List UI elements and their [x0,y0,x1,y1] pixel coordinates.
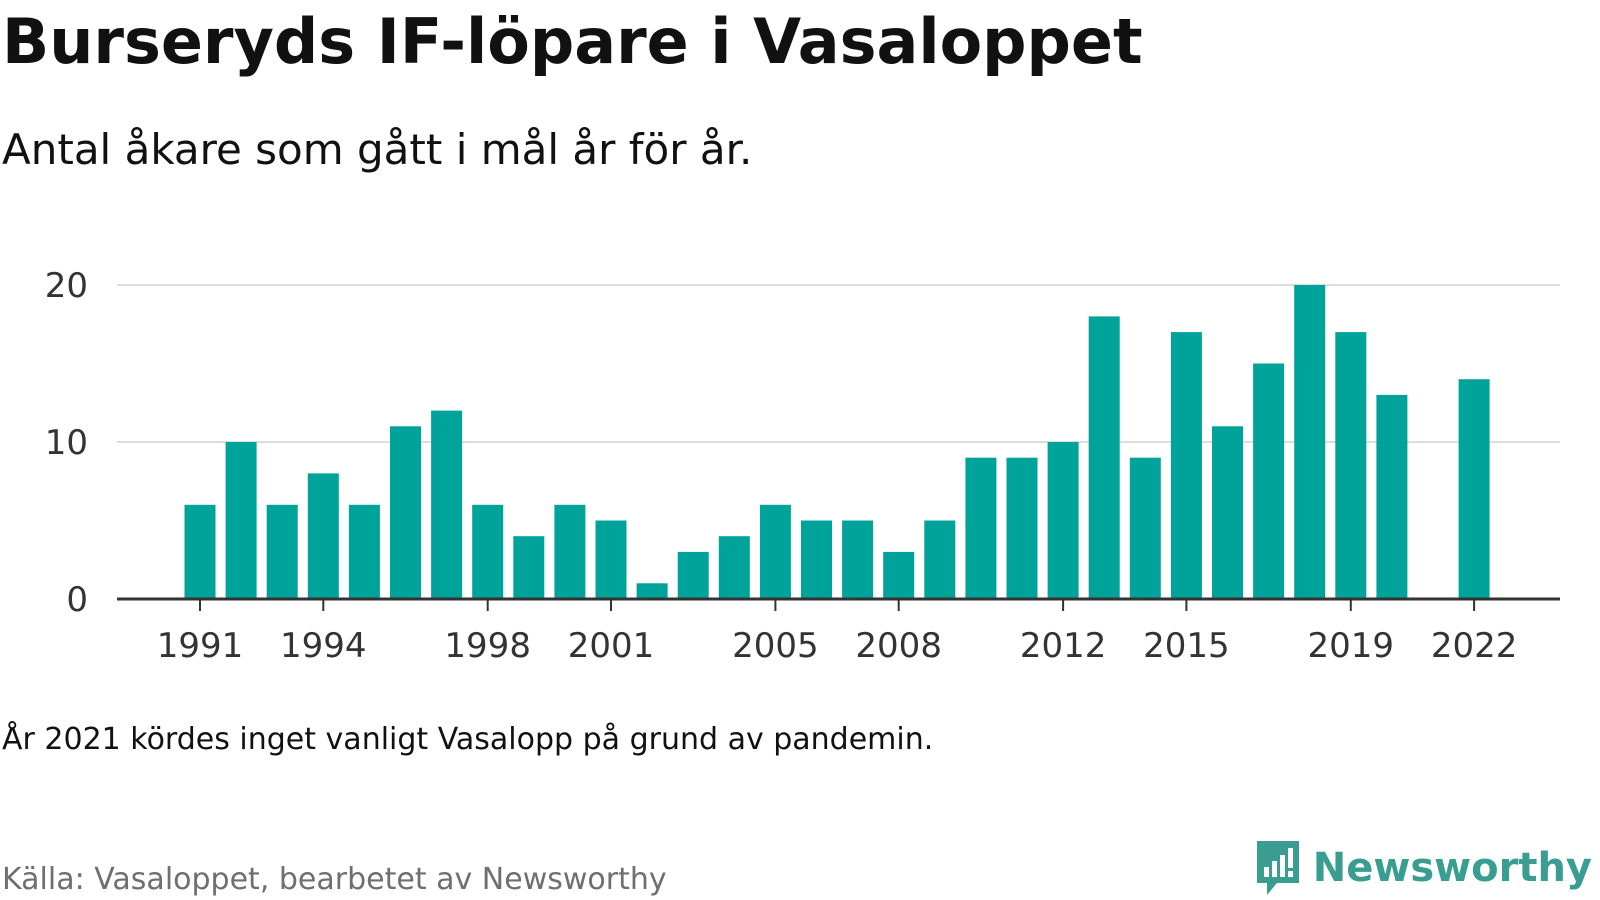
x-tick-label: 2019 [1308,626,1395,666]
bar-2003 [677,551,709,599]
footnote: År 2021 kördes inget vanligt Vasalopp på… [2,722,934,757]
y-tick-label: 0 [66,580,88,620]
bar-2020 [1376,394,1408,599]
bar-2005 [759,504,791,599]
y-tick-label: 10 [45,423,88,463]
bar-2015 [1170,332,1202,599]
x-tick-label: 2008 [855,626,942,666]
bar-2004 [718,536,750,599]
bar-2011 [1006,457,1038,599]
bar-1999 [513,536,545,599]
chart-title: Burseryds IF-löpare i Vasaloppet [2,5,1143,78]
bar-1991 [184,504,216,599]
x-tick-label: 2015 [1143,626,1230,666]
bar-2008 [883,551,915,599]
bar-2018 [1294,285,1326,599]
x-tick-label: 2005 [732,626,819,666]
bar-1997 [431,410,463,599]
axes: 0 10 20 1991 1994 1998 2001 2005 2008 2012 2015 201… [45,266,1560,666]
bar-1996 [390,426,421,599]
x-tick-label: 2022 [1431,626,1518,666]
source-text: Källa: Vasaloppet, bearbetet av Newswort… [2,862,667,897]
bars [184,285,1490,599]
x-tick-label: 1991 [157,626,244,666]
newsworthy-chart-bubble-icon [1256,841,1299,895]
x-tick-label: 2001 [568,626,655,666]
x-tick-label: 1998 [444,626,531,666]
bar-1995 [348,504,380,599]
bar-1992 [225,442,257,599]
bar-2001 [595,520,627,599]
bar-2000 [554,504,586,599]
bar-2010 [965,457,997,599]
bar-2006 [801,520,832,599]
bar-2012 [1047,442,1079,599]
bar-chart: 0 10 20 1991 1994 1998 2001 2005 2008 2012 2015 201… [45,266,1560,666]
bar-1993 [266,504,298,599]
x-tick-label: 1994 [280,626,367,666]
bar-2017 [1253,363,1285,599]
bar-2013 [1088,316,1120,599]
bar-1998 [472,504,504,599]
bar-2016 [1212,426,1243,599]
bar-1994 [307,473,339,599]
brand-logo: Newsworthy [1253,838,1592,898]
bar-2019 [1335,332,1367,599]
bar-2007 [842,520,874,599]
brand-name: Newsworthy [1312,845,1592,891]
bar-2009 [924,520,956,599]
bar-2014 [1129,457,1161,599]
chart-subtitle: Antal åkare som gått i mål år för år. [2,125,753,174]
y-tick-label: 20 [45,266,88,306]
x-tick-label: 2012 [1020,626,1107,666]
bar-2022 [1458,379,1490,599]
bar-2002 [636,583,668,599]
